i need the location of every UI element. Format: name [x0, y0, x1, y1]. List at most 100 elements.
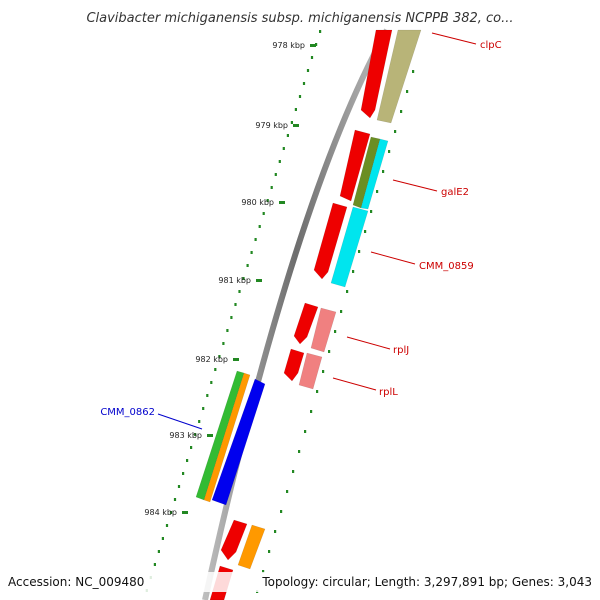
ring-dot [298, 95, 302, 98]
inner-ring-dot [364, 230, 367, 233]
ring-dot [234, 303, 237, 306]
gene-label-galE2[interactable]: galE2 [441, 187, 469, 198]
gene-label-CMM_0862[interactable]: CMM_0862 [100, 407, 155, 418]
inner-ring-dot [304, 430, 307, 433]
ring-dot [198, 420, 201, 423]
gene-label-CMM_0859[interactable]: CMM_0859 [419, 261, 474, 272]
inner-ring-dot [370, 210, 373, 213]
major-tick [207, 434, 213, 437]
gene-features [195, 29, 422, 600]
inner-ring-dot [292, 470, 295, 473]
topology-text: Topology: circular; Length: 3,297,891 bp… [261, 575, 592, 589]
position-ticks: 978 kbp 979 kbp 980 kbp 981 kbp 982 kbp 983 k… [144, 41, 316, 517]
gene-arrow-red-3[interactable] [313, 202, 348, 280]
inner-ring-dot [340, 310, 343, 313]
ring-dot [266, 199, 269, 202]
tick-label: 978 kbp [272, 41, 305, 50]
gene-label-rplJ[interactable]: rplJ [393, 345, 409, 356]
gene-rplJ-pink[interactable] [310, 307, 337, 353]
inner-ring-dot [334, 330, 337, 333]
ring-dot [186, 459, 189, 462]
ring-dot [161, 537, 164, 540]
major-tick [233, 358, 239, 361]
inner-ring-dot [274, 530, 277, 533]
ring-dot [238, 290, 241, 293]
ring-dot [218, 355, 221, 358]
ring-dot [190, 446, 193, 449]
backbone-arc [202, 28, 390, 600]
ring-dot [226, 329, 229, 332]
gene-CMM_0862-orange-1[interactable] [203, 372, 251, 503]
gene-arrow-red-5[interactable] [283, 348, 305, 382]
tick-label: 979 kbp [255, 121, 288, 130]
gene-arrow-red-6[interactable] [220, 519, 248, 561]
gene-arrow-red-4[interactable] [293, 302, 319, 345]
ring-dot [282, 147, 285, 150]
label-connector-galE2 [392, 179, 438, 192]
inner-ring-dot [346, 290, 349, 293]
gene-CMM_0862-blue[interactable] [211, 378, 266, 506]
label-connector-CMM_0862 [157, 413, 203, 430]
tick-label: 983 kbp [169, 431, 202, 440]
ring-dot [250, 251, 253, 254]
gene-arrow-red-2[interactable] [339, 129, 371, 202]
ring-dot [278, 160, 281, 163]
ring-dot [177, 485, 181, 488]
ring-dot [319, 30, 322, 33]
tick-label: 982 kbp [195, 355, 228, 364]
inner-ring-dot [310, 410, 313, 413]
tick-label: 981 kbp [218, 276, 251, 285]
ring-dot [153, 563, 156, 566]
major-tick [310, 44, 316, 47]
inner-ring-dot [280, 510, 283, 513]
ring-dot [254, 238, 257, 241]
ring-dot [274, 173, 277, 176]
inner-ring-dot [382, 170, 385, 173]
gene-orange-2[interactable] [237, 524, 266, 570]
inner-ring-dot [322, 370, 325, 373]
map-title: Clavibacter michiganensis subsp. michiga… [86, 11, 513, 26]
genome-backbone [202, 28, 390, 600]
ring-dot [165, 524, 169, 527]
ring-dot [169, 511, 173, 514]
label-connector-CMM_0859 [370, 251, 416, 265]
ring-dot [206, 394, 209, 397]
ring-dot [230, 316, 233, 319]
inner-ring-dot [352, 270, 355, 273]
inner-ring-dot [412, 70, 415, 73]
inner-ring-dot [262, 570, 265, 573]
ring-dot [214, 368, 217, 371]
gene-arrow-red-1[interactable] [360, 29, 393, 119]
ring-dot [294, 108, 297, 111]
inner-ring-dot [286, 490, 289, 493]
gene-label-rplL[interactable]: rplL [379, 387, 398, 398]
inner-ring-dot [358, 250, 361, 253]
ring-dot [222, 342, 225, 345]
gene-galE2-cyan[interactable] [360, 138, 389, 210]
gene-clpC-band[interactable] [376, 29, 422, 124]
ring-dot [306, 69, 310, 72]
tick-label: 980 kbp [241, 198, 274, 207]
label-connector-clpC [431, 32, 477, 45]
gene-label-clpC[interactable]: clpC [480, 40, 502, 51]
ring-dot [157, 550, 160, 553]
label-connector-rplL [332, 377, 377, 391]
major-tick [256, 279, 262, 282]
inner-ring-dot [268, 550, 271, 553]
ring-dot [302, 82, 306, 85]
ring-dot [290, 121, 293, 124]
inner-ring-dot [316, 390, 319, 393]
ring-dot [270, 186, 273, 189]
inner-ring-dot [328, 350, 331, 353]
inner-ring-dot [376, 190, 379, 193]
inner-ring-dot [388, 150, 391, 153]
ring-dot [202, 407, 205, 410]
major-tick [293, 124, 299, 127]
gene-CMM_0859-cyan[interactable] [330, 206, 369, 288]
gene-rplL-pink[interactable] [298, 352, 323, 390]
footer-background [0, 572, 600, 592]
ring-dot [173, 498, 177, 501]
ring-dot [194, 433, 197, 436]
dotted-tick-ring [145, 30, 415, 593]
